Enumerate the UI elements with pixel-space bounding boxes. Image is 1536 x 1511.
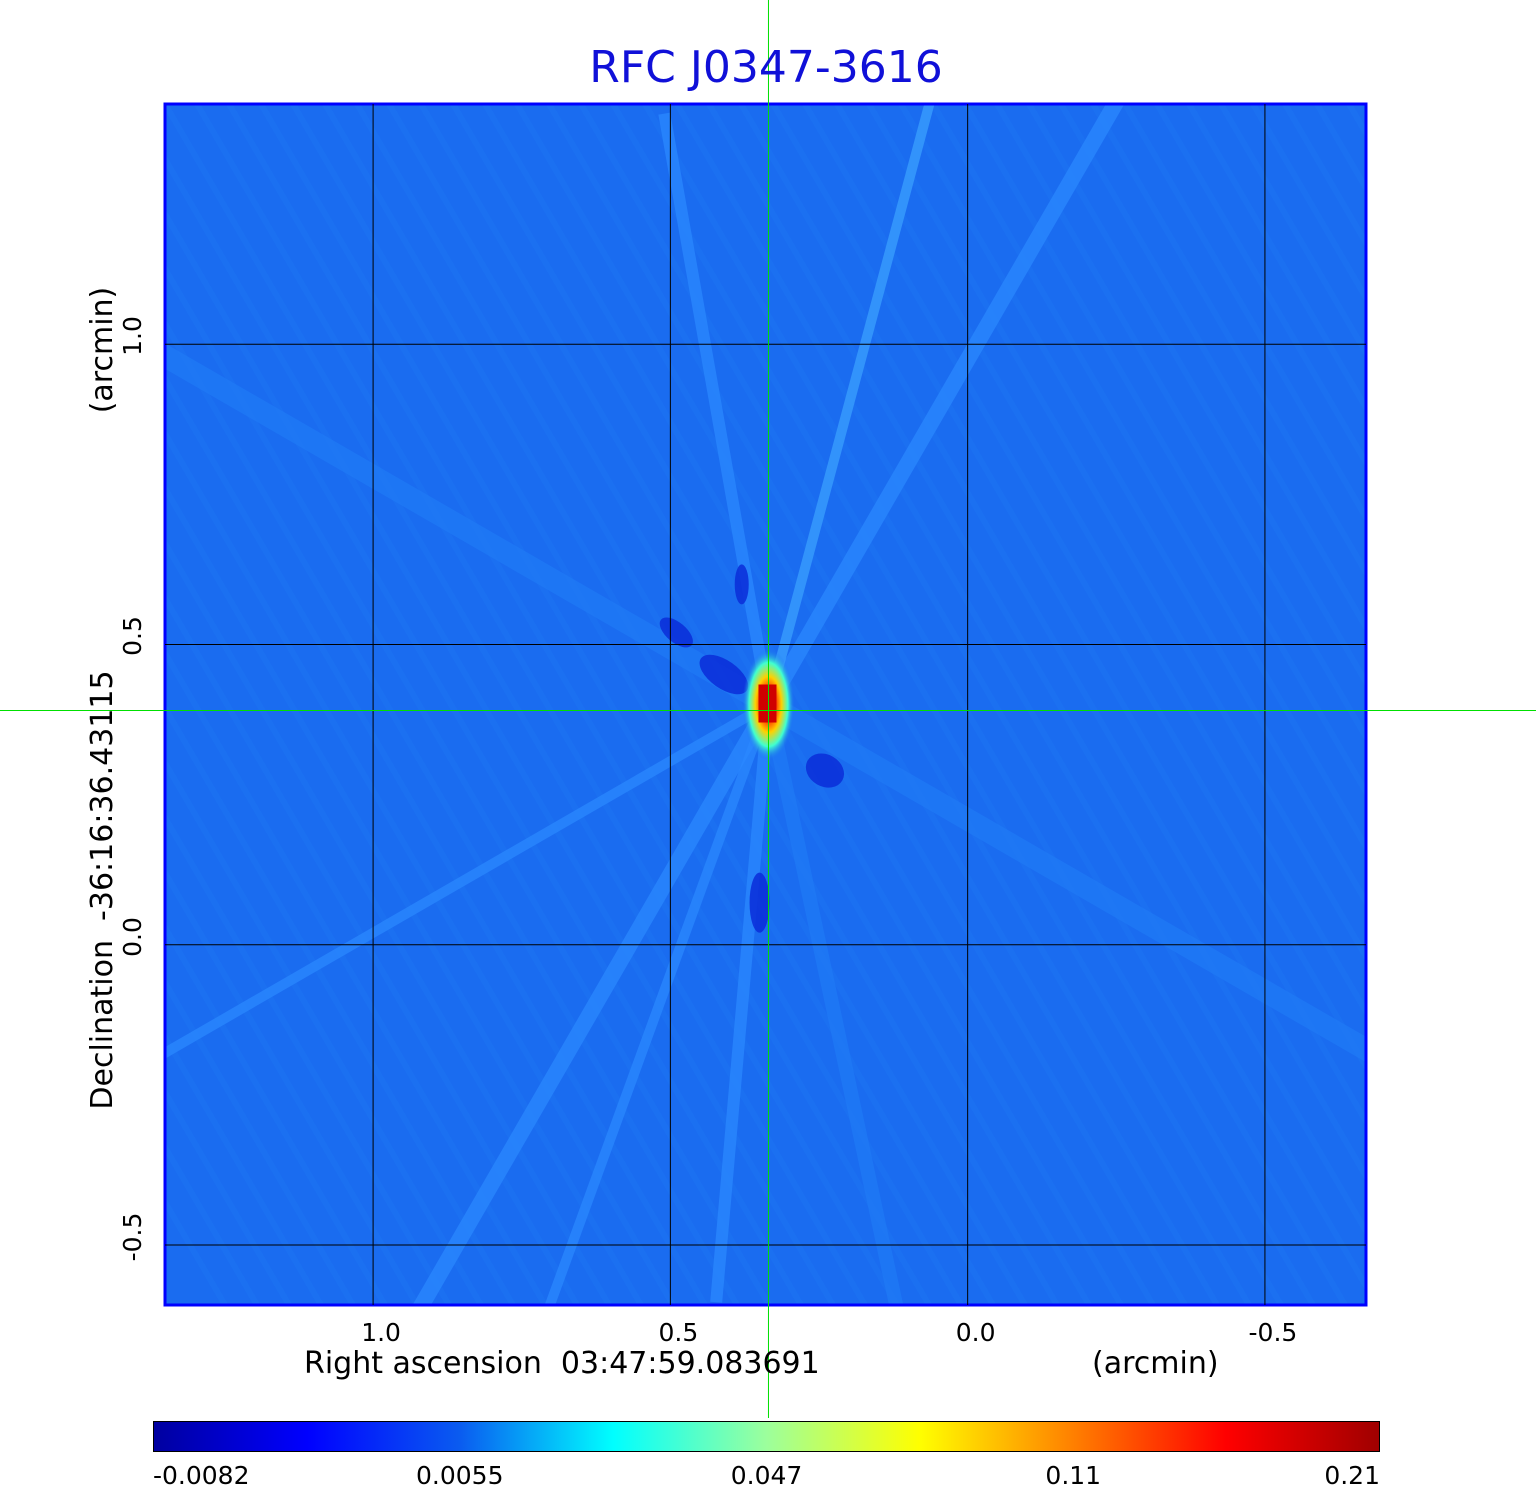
background-texture [482,104,1188,1305]
background-texture [165,207,804,1305]
negative-lobe [749,872,770,933]
sidelobe-streak [412,700,776,1305]
background-texture [1186,104,1366,414]
colorbar-tick-label: 0.21 [1324,1461,1380,1490]
background-texture [1509,104,1536,1305]
source-peak-core [758,684,777,723]
background-texture [994,104,1366,744]
background-texture [354,104,1060,1305]
background-texture [165,647,548,1305]
background-texture [165,104,868,1305]
sidelobe-streak [761,703,904,1305]
sidelobe-streak [658,112,775,706]
background-texture [514,104,1220,1305]
background-texture [386,104,1092,1305]
y-axis-label: Declination -36:16:36.43115 [85,670,120,1110]
sidelobe-streak [710,703,775,1303]
y-axis-unit: (arcmin) [85,286,120,414]
sidelobe-streak [544,702,774,1305]
negative-lobe [659,617,693,648]
background-texture [165,482,644,1305]
plot-frame [163,102,1368,1307]
colorbar-tick-label: 0.0055 [416,1461,504,1490]
x-tick-label: 1.0 [361,1318,401,1347]
background-texture [165,537,612,1305]
background-texture [1090,104,1366,579]
background-texture [322,104,1028,1305]
background-texture [165,866,420,1305]
background-texture [546,104,1252,1305]
background-texture [165,262,772,1305]
background-texture [165,152,836,1305]
background-texture [165,1086,292,1305]
negative-lobe [699,654,749,695]
colorbar-tick-label: -0.0082 [153,1461,250,1490]
background-texture [165,811,452,1305]
negative-lobe [734,564,749,605]
background-texture [930,104,1366,853]
background-texture [165,921,388,1305]
sidelobe-streak [761,104,1125,709]
negative-lobe [805,753,845,788]
x-tick-label: 0.5 [658,1318,699,1347]
sidelobe-streak [165,343,774,715]
y-tick-label: -0.5 [118,1212,147,1262]
background-texture [1218,104,1366,359]
background-texture [1026,104,1366,689]
background-texture [738,104,1366,1183]
background-texture [834,104,1366,1018]
background-texture [165,592,580,1305]
x-tick-label: 0.0 [955,1318,996,1347]
sidelobe-streak [763,104,935,706]
colorbar-tick-label: 0.047 [730,1461,803,1490]
background-texture [962,104,1366,798]
background-texture [770,104,1366,1128]
background-texture [1346,104,1366,140]
background-texture [866,104,1366,963]
background-texture [674,104,1366,1293]
background-texture [1381,104,1536,1305]
background-texture [165,756,484,1305]
background-texture [1154,104,1366,469]
background-texture [706,104,1366,1238]
background-texture [642,104,1348,1305]
sidelobe-streak [762,694,1366,1063]
background-texture [226,104,932,1305]
background-texture [1413,104,1536,1305]
background-texture [1445,104,1536,1305]
background-texture [165,701,516,1305]
background-texture [802,104,1366,1073]
x-tick-label: -0.5 [1248,1318,1298,1347]
background-texture [165,372,708,1305]
background-texture [450,104,1156,1305]
x-axis-unit: (arcmin) [1092,1346,1219,1381]
colorbar [153,1421,1380,1452]
background-texture [165,976,356,1305]
background-texture [165,1031,324,1305]
chart-title: RFC J0347-3616 [589,42,943,93]
background-texture [610,104,1316,1305]
background-texture [1477,104,1536,1305]
background-texture [165,427,676,1305]
x-axis-label: Right ascension 03:47:59.083691 [304,1346,820,1381]
background-texture [290,104,996,1305]
background-texture [898,104,1366,908]
colorbar-tick-label: 0.11 [1045,1461,1102,1490]
sidelobe-streak [165,700,771,1059]
background-texture [1058,104,1366,634]
background-texture [1122,104,1366,524]
background-texture [258,104,964,1305]
background-texture [194,104,900,1305]
